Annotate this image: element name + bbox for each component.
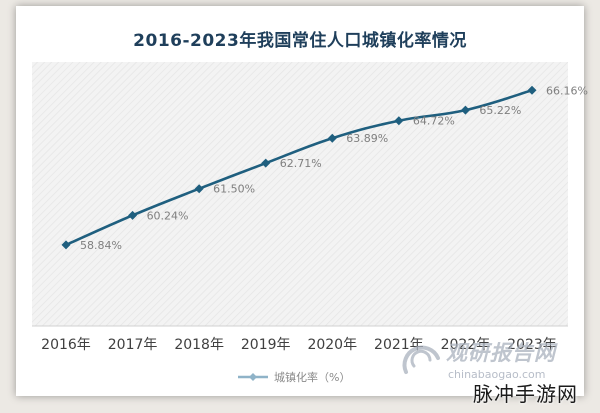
legend: 城镇化率（%） bbox=[238, 370, 350, 384]
data-label: 62.71% bbox=[280, 157, 322, 170]
series-line bbox=[65, 89, 533, 247]
data-point[interactable] bbox=[128, 210, 138, 220]
plot-area bbox=[32, 62, 568, 326]
watermark-domain: chinabaogao.com bbox=[448, 368, 546, 381]
data-point[interactable] bbox=[460, 105, 470, 115]
data-point[interactable] bbox=[261, 158, 271, 168]
x-tick-label: 2018年 bbox=[174, 337, 224, 353]
data-label: 66.16% bbox=[546, 84, 588, 97]
data-label: 61.50% bbox=[213, 183, 255, 196]
watermark-brand: 观研报告网 bbox=[446, 341, 556, 365]
data-label: 64.72% bbox=[413, 115, 455, 128]
x-tick-label: 2017年 bbox=[108, 337, 158, 353]
site-watermark: 脉冲手游网 bbox=[473, 382, 578, 406]
watermark-logo-icon bbox=[402, 345, 440, 374]
x-tick-label: 2022年 bbox=[441, 337, 491, 353]
data-point[interactable] bbox=[194, 184, 204, 194]
data-point[interactable] bbox=[327, 133, 337, 143]
data-label: 65.22% bbox=[479, 104, 521, 117]
x-tick-label: 2016年 bbox=[41, 337, 91, 353]
legend-label: 城镇化率（%） bbox=[274, 370, 350, 384]
chart-title: 2016-2023年我国常住人口城镇化率情况 bbox=[133, 31, 467, 51]
legend-marker bbox=[249, 373, 257, 381]
data-label: 60.24% bbox=[147, 209, 189, 222]
data-label: 58.84% bbox=[80, 239, 122, 252]
data-label: 63.89% bbox=[346, 132, 388, 145]
x-tick-label: 2023年 bbox=[507, 337, 557, 353]
data-point[interactable] bbox=[61, 240, 71, 250]
x-tick-label: 2020年 bbox=[307, 337, 357, 353]
x-tick-label: 2019年 bbox=[241, 337, 291, 353]
data-point[interactable] bbox=[527, 85, 537, 95]
data-point[interactable] bbox=[394, 116, 404, 126]
